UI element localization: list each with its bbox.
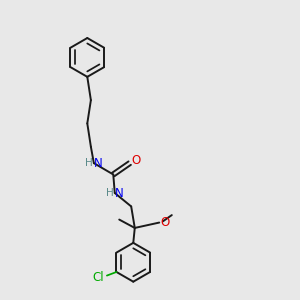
- Text: Cl: Cl: [92, 271, 104, 284]
- Text: H: H: [106, 188, 113, 198]
- Text: O: O: [132, 154, 141, 167]
- Text: H: H: [85, 158, 92, 168]
- Text: N: N: [115, 187, 124, 200]
- Text: N: N: [94, 157, 103, 169]
- Text: O: O: [160, 216, 169, 229]
